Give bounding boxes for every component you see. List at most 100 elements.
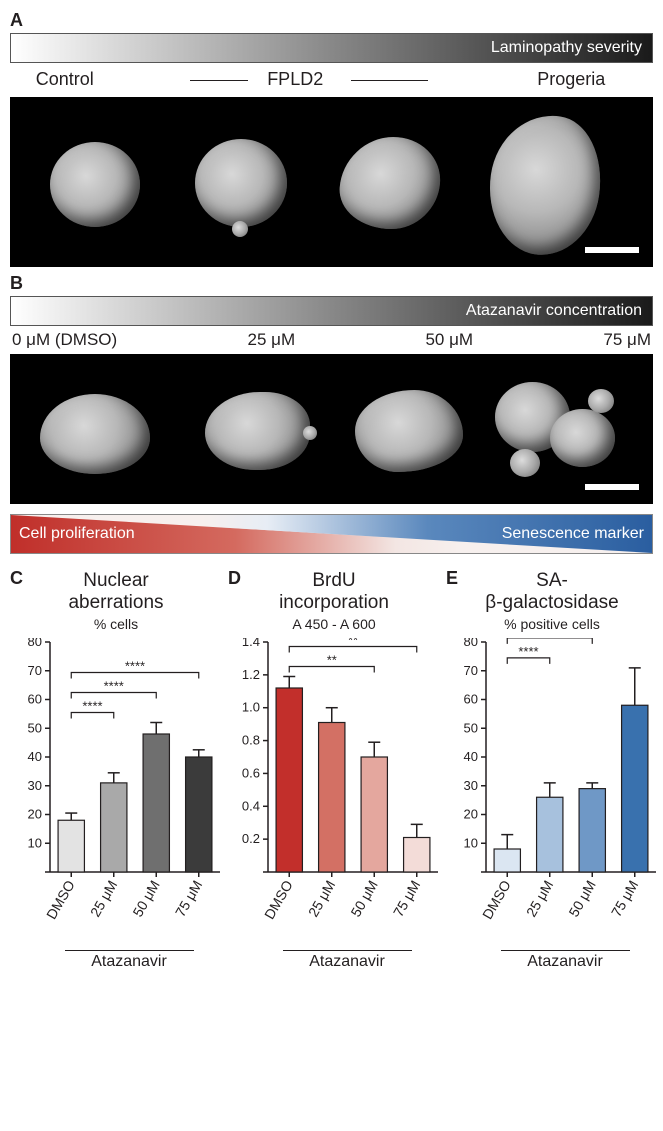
bleb-b2 xyxy=(510,449,540,477)
svg-text:30: 30 xyxy=(28,777,42,792)
svg-text:50 μM: 50 μM xyxy=(565,877,598,919)
bleb-1 xyxy=(232,221,248,237)
nucleus-fpld2-2 xyxy=(337,137,443,229)
nucleus-b-25 xyxy=(205,392,310,470)
svg-text:75 μM: 75 μM xyxy=(172,877,205,919)
chart-c-sub: % cells xyxy=(10,616,222,632)
svg-text:0.6: 0.6 xyxy=(242,765,260,780)
chart-d-sub: A 450 - A 600 xyxy=(228,616,440,632)
svg-text:60: 60 xyxy=(464,691,478,706)
chart-c-cell: C Nuclear aberrations % cells 10 20 30 40 50… xyxy=(10,568,222,971)
chart-e-cond-label: Atazanavir xyxy=(446,953,658,971)
cond-control: Control xyxy=(36,69,94,90)
svg-text:DMSO: DMSO xyxy=(43,877,78,921)
svg-text:20: 20 xyxy=(28,806,42,821)
nucleus-control xyxy=(50,142,140,227)
chart-d-svg: 0.2 0.4 0.6 0.8 1.0 1.2 1.4 DMSO 25 μM 50 μM 75 μM… xyxy=(228,638,440,948)
chart-d-title-l2: incorporation xyxy=(279,592,389,613)
wedge-left-label: Cell proliferation xyxy=(19,525,135,543)
chart-e-svg: 10 20 30 40 50 60 70 80 DMSO 25 μM 50 μM 75 μM **** *… xyxy=(446,638,658,948)
svg-text:50: 50 xyxy=(464,720,478,735)
svg-text:1.2: 1.2 xyxy=(242,667,260,682)
svg-text:**: ** xyxy=(348,638,358,648)
panel-a-condition-labels: Control FPLD2 Progeria xyxy=(10,69,653,93)
panel-d-label: D xyxy=(228,568,241,589)
wedge-diagram: Cell proliferation Senescence marker xyxy=(10,514,653,554)
svg-text:10: 10 xyxy=(28,835,42,850)
svg-text:0.4: 0.4 xyxy=(242,798,260,813)
svg-text:10: 10 xyxy=(464,835,478,850)
svg-text:DMSO: DMSO xyxy=(261,877,296,921)
svg-text:****: **** xyxy=(518,644,538,659)
cond-fpld2: FPLD2 xyxy=(267,69,323,90)
chart-c-title: Nuclear aberrations xyxy=(10,570,222,614)
chart-d-cond-label: Atazanavir xyxy=(228,953,440,971)
svg-text:**: ** xyxy=(327,652,337,667)
svg-text:80: 80 xyxy=(464,638,478,649)
svg-text:25 μM: 25 μM xyxy=(305,877,338,919)
bleb-b1 xyxy=(303,426,317,440)
cond-progeria: Progeria xyxy=(537,69,605,90)
panel-a-label: A xyxy=(10,10,653,31)
nucleus-progeria xyxy=(481,108,609,262)
svg-text:25 μM: 25 μM xyxy=(87,877,120,919)
atz-gradient-title: Atazanavir concentration xyxy=(466,302,642,320)
bleb-b3 xyxy=(588,389,614,413)
conc-50: 50 μM xyxy=(425,330,473,350)
svg-text:70: 70 xyxy=(464,662,478,677)
nucleus-b-dmso xyxy=(40,394,150,474)
chart-e-title-l1: SA- xyxy=(536,570,568,591)
svg-text:50: 50 xyxy=(28,720,42,735)
svg-text:40: 40 xyxy=(464,749,478,764)
chart-d-title: BrdU incorporation xyxy=(228,570,440,614)
nucleus-b-50 xyxy=(355,390,463,472)
atz-gradient-bar: Atazanavir concentration xyxy=(10,296,653,326)
svg-text:25 μM: 25 μM xyxy=(523,877,556,919)
charts-row: C Nuclear aberrations % cells 10 20 30 40 50… xyxy=(10,568,653,971)
svg-text:DMSO: DMSO xyxy=(479,877,514,921)
panel-b-conc-labels: 0 μM (DMSO) 25 μM 50 μM 75 μM xyxy=(12,330,651,350)
chart-e-cell: E SA- β-galactosidase % positive cells 1… xyxy=(446,568,658,971)
chart-c-cond-line xyxy=(65,950,194,951)
svg-text:0.8: 0.8 xyxy=(242,732,260,747)
chart-d-title-l1: BrdU xyxy=(312,570,355,591)
svg-text:75 μM: 75 μM xyxy=(608,877,641,919)
chart-e-title: SA- β-galactosidase xyxy=(446,570,658,614)
svg-text:30: 30 xyxy=(464,777,478,792)
svg-text:40: 40 xyxy=(28,749,42,764)
svg-text:****: **** xyxy=(540,638,560,639)
nucleus-b-75b xyxy=(550,409,615,467)
chart-c-title-l2: aberrations xyxy=(68,592,163,613)
wedge-right-label: Senescence marker xyxy=(502,525,644,543)
nucleus-fpld2-1 xyxy=(195,139,287,227)
svg-text:20: 20 xyxy=(464,806,478,821)
panel-e-label: E xyxy=(446,568,458,589)
svg-text:0.2: 0.2 xyxy=(242,831,260,846)
panel-b-label: B xyxy=(10,273,653,294)
figure-root: A Laminopathy severity Control FPLD2 Pro… xyxy=(10,10,653,971)
conc-75: 75 μM xyxy=(603,330,651,350)
svg-text:****: **** xyxy=(82,698,102,713)
conc-0: 0 μM (DMSO) xyxy=(12,330,117,350)
severity-gradient-bar: Laminopathy severity xyxy=(10,33,653,63)
fpld2-line-right xyxy=(351,80,428,81)
chart-d-cell: D BrdU incorporation A 450 - A 600 0.20.… xyxy=(228,568,440,971)
svg-text:1.4: 1.4 xyxy=(242,638,260,649)
fpld2-line-left xyxy=(190,80,248,81)
svg-text:80: 80 xyxy=(28,638,42,649)
svg-text:****: **** xyxy=(104,678,124,693)
chart-c-cond-label: Atazanavir xyxy=(10,953,222,971)
panel-c-label: C xyxy=(10,568,23,589)
chart-c-svg: 1020304050607080DMSO25 μM50 μM75 μM*****… xyxy=(10,638,222,948)
micrograph-a xyxy=(10,97,653,267)
severity-gradient-title: Laminopathy severity xyxy=(491,39,642,57)
scalebar-b xyxy=(585,484,639,490)
chart-e-cond-line xyxy=(501,950,630,951)
svg-text:1.0: 1.0 xyxy=(242,699,260,714)
svg-text:50 μM: 50 μM xyxy=(129,877,162,919)
svg-text:75 μM: 75 μM xyxy=(390,877,423,919)
chart-e-title-l2: β-galactosidase xyxy=(485,592,618,613)
svg-text:50 μM: 50 μM xyxy=(347,877,380,919)
scalebar-a xyxy=(585,247,639,253)
svg-text:60: 60 xyxy=(28,691,42,706)
